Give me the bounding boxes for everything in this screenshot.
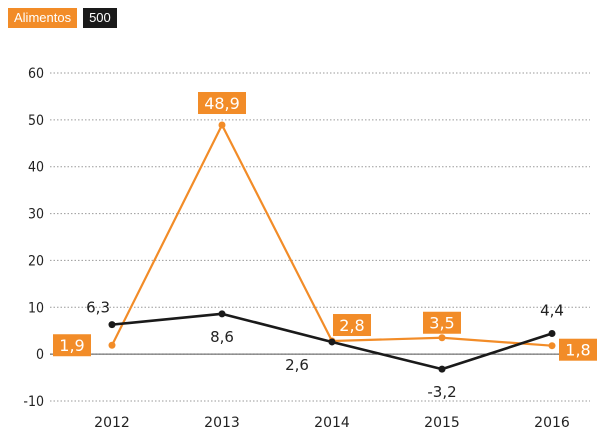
data-point-alimentos: [108, 341, 116, 349]
x-tick-label: 2015: [424, 415, 460, 431]
y-tick-label: 0: [36, 347, 44, 363]
data-label-500: 8,6: [210, 328, 234, 346]
data-point-500: [108, 321, 116, 329]
data-label-500: 4,4: [540, 302, 564, 320]
data-point-alimentos: [218, 121, 226, 129]
legend: Alimentos 500: [8, 8, 117, 28]
x-tick-label: 2013: [204, 415, 240, 431]
y-tick-label: 20: [28, 253, 44, 269]
x-tick-label: 2016: [534, 415, 570, 431]
data-label-box-alimentos: [333, 314, 371, 337]
data-point-500: [438, 365, 446, 373]
data-label-alimentos: 48,9: [204, 94, 240, 113]
y-tick-label: 60: [28, 66, 44, 82]
data-point-500: [218, 310, 226, 318]
data-point-alimentos: [438, 334, 446, 342]
x-tick-label: 2014: [314, 415, 350, 431]
data-point-500: [328, 338, 336, 346]
data-label-alimentos: 3,5: [429, 314, 454, 333]
y-tick-label: 40: [28, 160, 44, 176]
y-tick-label: -10: [23, 394, 44, 410]
y-tick-label: 10: [28, 300, 44, 316]
data-label-alimentos: 2,8: [339, 316, 364, 335]
x-tick-label: 2012: [94, 415, 130, 431]
legend-item-500: 500: [83, 8, 117, 28]
data-label-box-alimentos: [53, 334, 91, 357]
data-label-500: -3,2: [427, 383, 456, 401]
legend-item-alimentos: Alimentos: [8, 8, 78, 28]
data-label-box-alimentos: [198, 92, 246, 115]
data-point-500: [548, 330, 556, 338]
data-label-alimentos: 1,9: [59, 336, 84, 355]
data-label-box-alimentos: [559, 338, 597, 361]
data-label-500: 2,6: [285, 356, 309, 374]
data-label-box-alimentos: [423, 311, 461, 334]
data-point-alimentos: [548, 342, 556, 350]
series-line-alimentos: [111, 123, 553, 347]
y-tick-label: 50: [28, 113, 44, 129]
y-tick-label: 30: [28, 207, 44, 223]
data-label-alimentos: 1,8: [565, 341, 590, 360]
data-label-500: 6,3: [86, 299, 110, 317]
